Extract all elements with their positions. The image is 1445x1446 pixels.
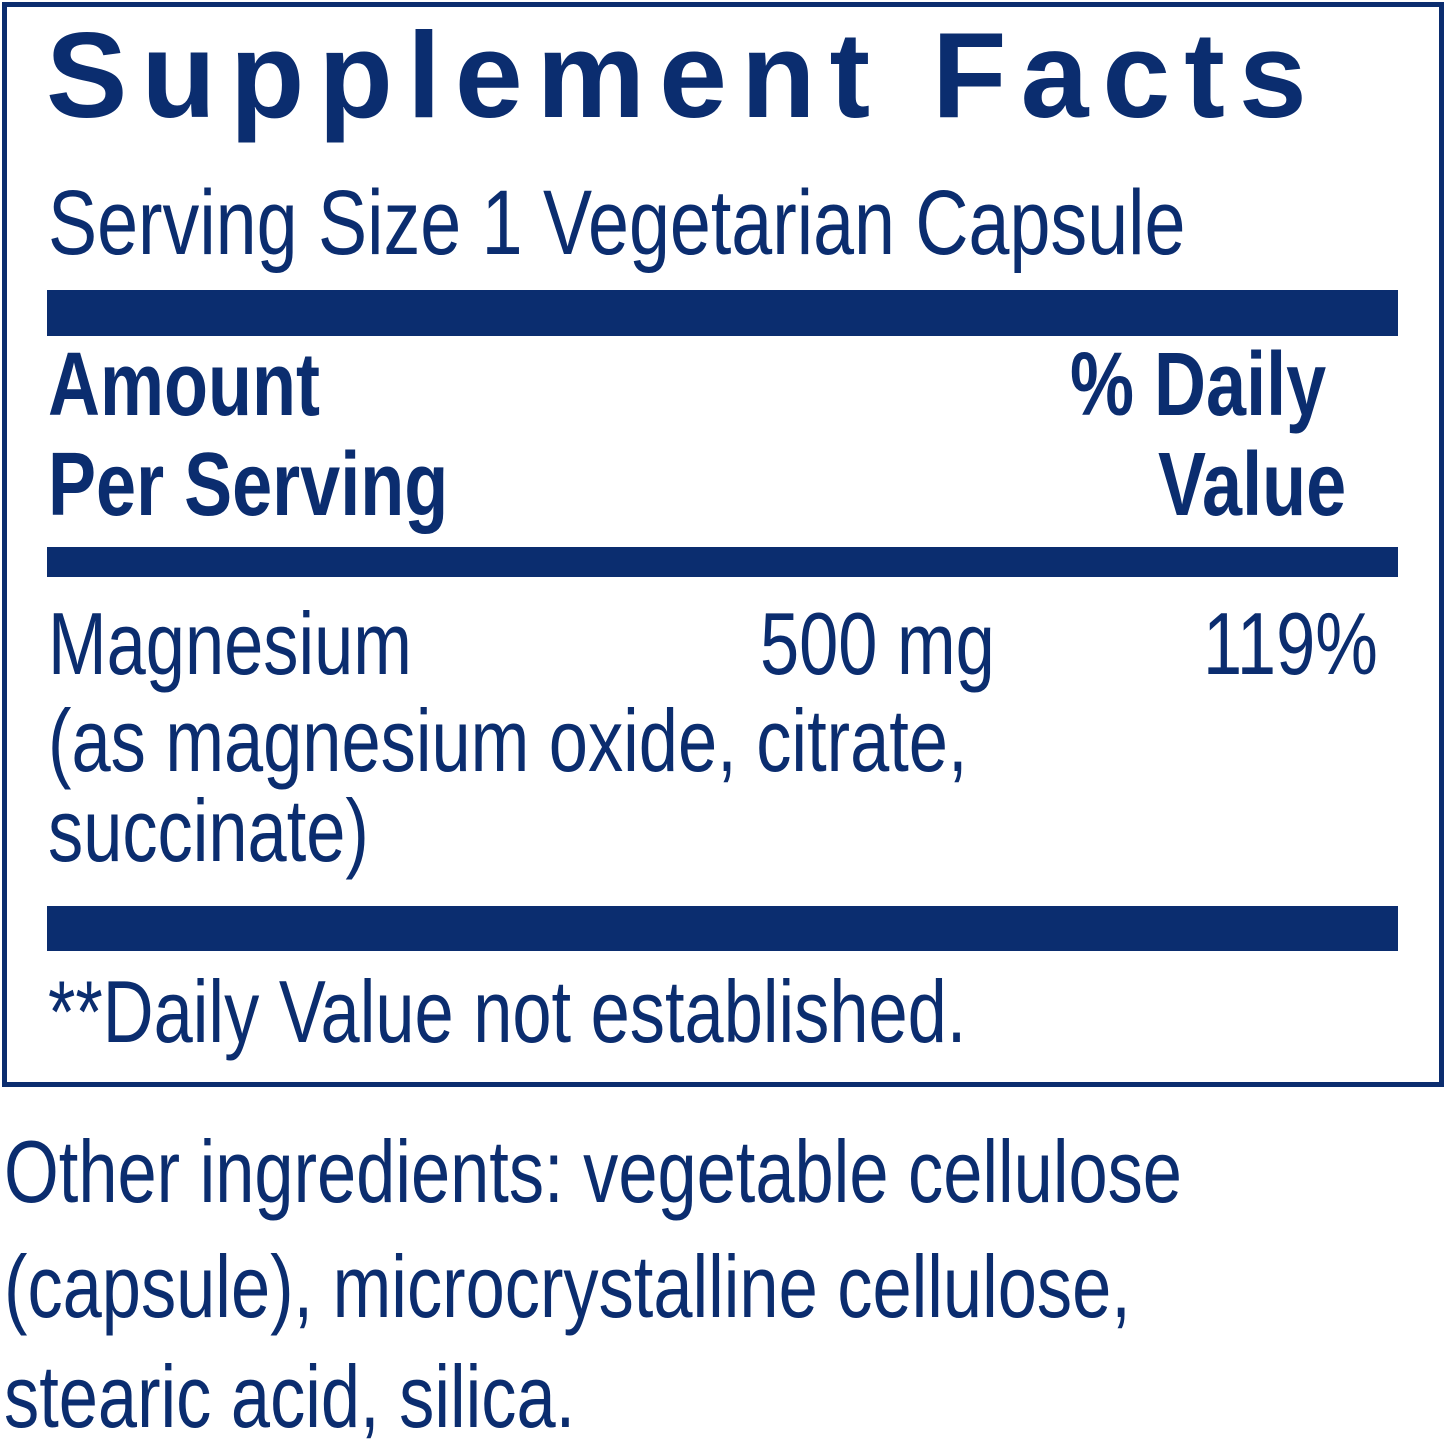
amount-header-line2: Per Serving: [48, 435, 449, 535]
panel-title: Supplement Facts: [46, 7, 1321, 143]
nutrient-amount: 500 mg: [760, 594, 995, 693]
supplement-facts-panel: [2, 2, 1444, 1087]
dv-header-line1: % Daily: [1070, 335, 1327, 435]
other-ingredients-line3: stearic acid, silica.: [4, 1347, 576, 1446]
divider-thick-bottom: [47, 906, 1398, 951]
nutrient-source-line2: succinate): [48, 781, 369, 880]
divider-thick: [47, 290, 1398, 336]
nutrient-daily-value: 119%: [1203, 594, 1378, 693]
divider-medium: [47, 547, 1398, 577]
other-ingredients-line1: Other ingredients: vegetable cellulose: [4, 1122, 1182, 1221]
footnote: **Daily Value not established.: [48, 962, 967, 1061]
other-ingredients-line2: (capsule), microcrystalline cellulose,: [4, 1237, 1131, 1336]
nutrient-source-line1: (as magnesium oxide, citrate,: [48, 691, 968, 790]
amount-header-line1: Amount: [48, 335, 320, 435]
nutrient-name: Magnesium: [48, 594, 412, 693]
dv-header-line2: Value: [1158, 435, 1347, 535]
serving-size: Serving Size 1 Vegetarian Capsule: [48, 172, 1186, 274]
